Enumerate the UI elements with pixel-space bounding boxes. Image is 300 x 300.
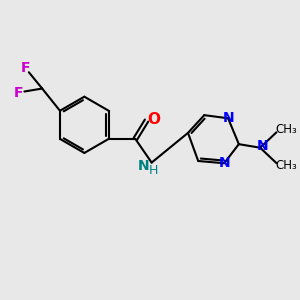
Text: F: F <box>20 61 30 75</box>
Text: CH₃: CH₃ <box>275 123 297 136</box>
Text: H: H <box>148 164 158 177</box>
Text: N: N <box>218 156 230 170</box>
Text: N: N <box>257 139 268 153</box>
Text: F: F <box>14 86 23 100</box>
Text: O: O <box>148 112 160 127</box>
Text: N: N <box>137 159 149 173</box>
Text: N: N <box>222 111 234 125</box>
Text: CH₃: CH₃ <box>275 159 297 172</box>
